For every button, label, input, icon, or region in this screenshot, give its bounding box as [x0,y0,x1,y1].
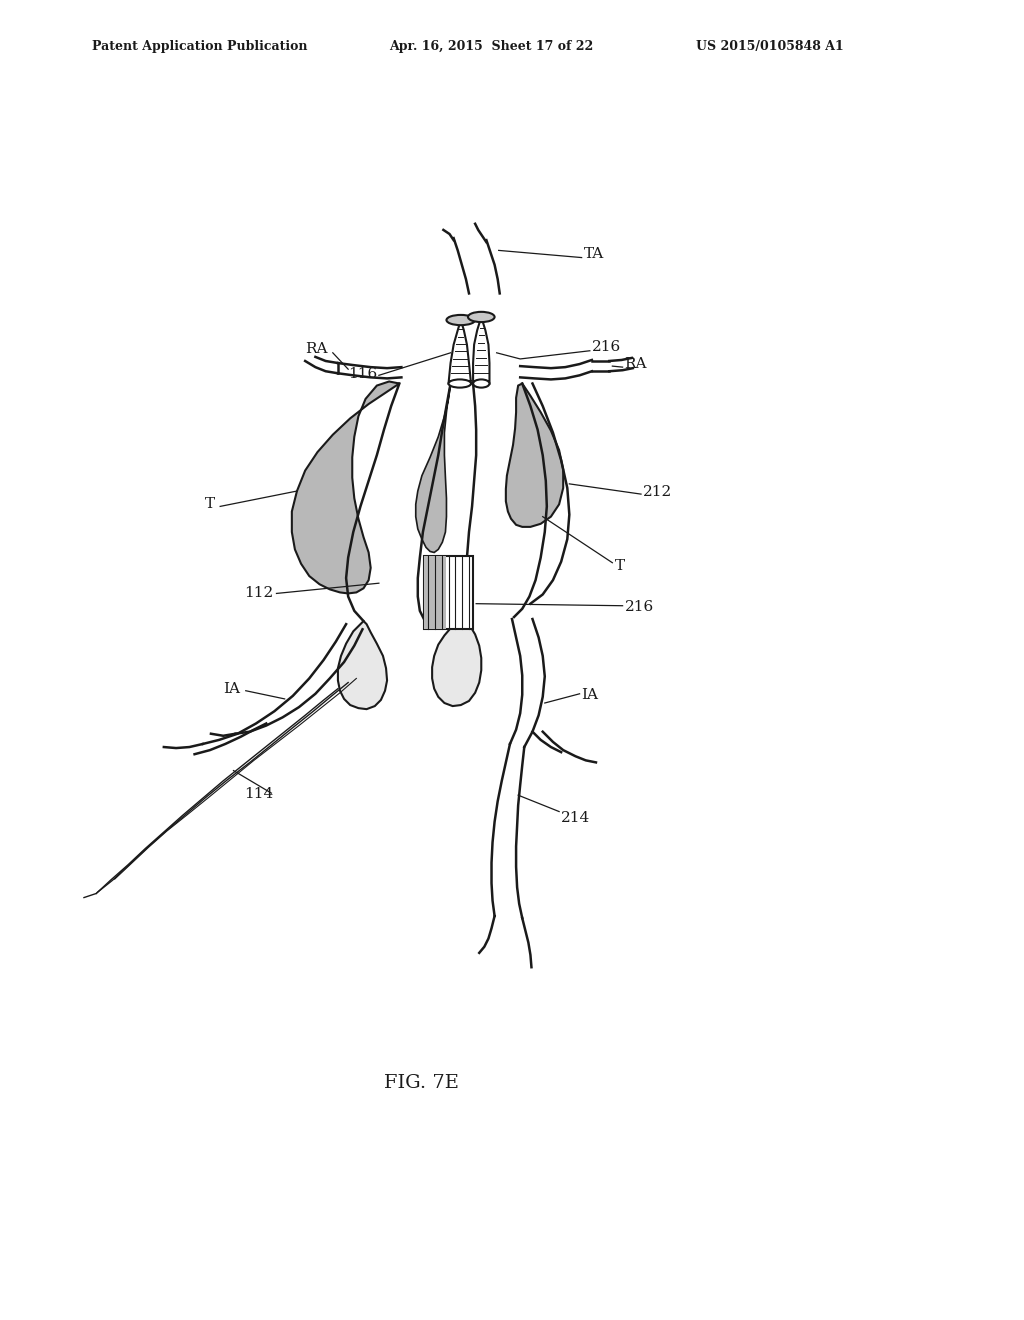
Text: 214: 214 [561,810,591,825]
Text: T: T [614,558,625,573]
Text: 212: 212 [643,486,673,499]
Text: T: T [205,498,215,511]
Text: FIG. 7E: FIG. 7E [384,1074,459,1092]
Ellipse shape [449,379,471,388]
Polygon shape [292,381,399,594]
Text: 116: 116 [348,367,378,381]
Polygon shape [473,317,489,384]
Text: 216: 216 [592,339,622,354]
Text: IA: IA [582,688,599,702]
Polygon shape [506,384,563,527]
Text: 114: 114 [244,787,273,801]
Ellipse shape [446,315,475,325]
Ellipse shape [468,312,495,322]
Ellipse shape [473,379,489,388]
Polygon shape [432,624,481,706]
Polygon shape [416,384,451,553]
Polygon shape [338,622,387,709]
Text: 216: 216 [625,599,654,614]
Text: IA: IA [223,681,241,696]
Text: TA: TA [584,247,604,260]
Bar [424,556,446,630]
Text: RA: RA [305,342,328,356]
Polygon shape [449,319,471,384]
Text: 112: 112 [244,586,273,599]
Text: Patent Application Publication: Patent Application Publication [92,40,307,53]
Text: US 2015/0105848 A1: US 2015/0105848 A1 [696,40,844,53]
Text: Apr. 16, 2015  Sheet 17 of 22: Apr. 16, 2015 Sheet 17 of 22 [389,40,593,53]
Text: RA: RA [625,358,647,371]
Bar [424,556,473,630]
